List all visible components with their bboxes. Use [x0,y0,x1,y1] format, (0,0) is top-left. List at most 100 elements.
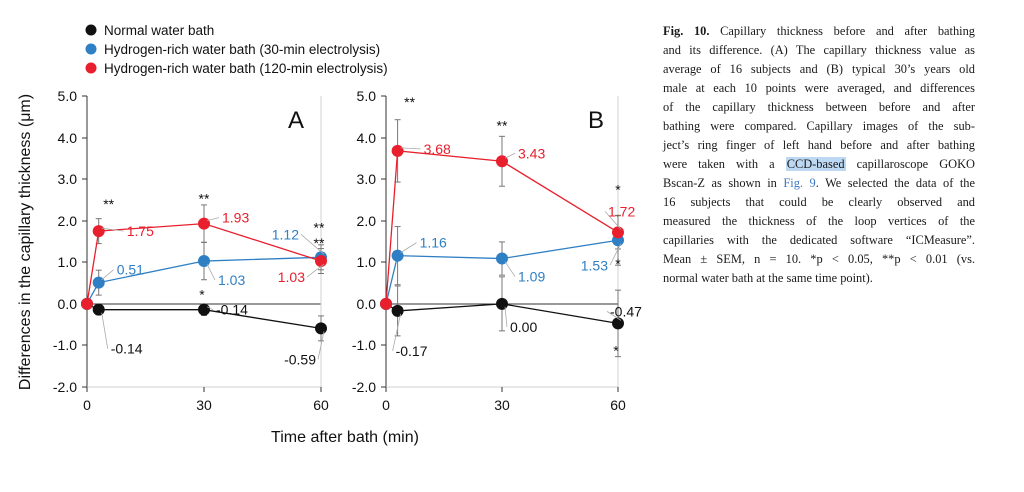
y-tick-label: 0.0 [58,296,78,312]
data-label: 1.53 [581,257,608,273]
caption-text: capillaroscope GOKO [845,157,976,171]
caption-line: measured the thickness of the loop verti… [663,214,975,228]
label-leader [101,312,109,349]
data-point [496,297,508,310]
data-point [612,226,624,239]
label-leader [306,263,325,278]
data-label: 1.16 [420,235,447,251]
significance-marker: ** [199,191,210,207]
y-tick-label: 3.0 [357,171,377,187]
figure-caption: Fig. 10. Capillary thickness before and … [663,22,975,288]
series-line [385,150,619,304]
panel-label-b: B [588,107,604,134]
x-tick-label: 0 [83,397,91,413]
y-tick-label: 5.0 [58,88,78,104]
series-line [86,222,322,304]
capillary-thickness-figure: Normal water bath Hydrogen-rich water ba… [17,23,642,446]
y-tick-label: -2.0 [53,379,77,395]
label-leader [504,261,516,277]
y-ticks-a: 5.0 4.0 3.0 2.0 1.0 0.0 -1.0 -2.0 [53,88,87,395]
label-leader [101,227,124,232]
x-tick-label: 30 [196,397,212,413]
data-label: 0.51 [117,262,144,278]
label-leader [392,313,401,352]
y-axis-title: Differences in the capillary thickness (… [17,94,34,390]
data-label: 1.09 [518,269,545,285]
label-leader [206,217,220,222]
caption-line: 16 subjects that could be clearly observ… [663,195,975,209]
y-tick-label: 1.0 [58,254,78,270]
significance-marker: ** [314,219,325,235]
significance-marker: * [615,255,621,271]
label-leader [206,306,214,311]
legend-marker-normal [85,24,97,36]
data-point [315,255,327,268]
y-tick-label: -1.0 [53,337,77,353]
data-label: 3.43 [518,145,545,161]
caption-fig-ref-link[interactable]: Fig. 9 [783,176,816,190]
caption-line: of the capillary thickness between befor… [663,100,975,114]
data-label: -0.17 [396,343,428,359]
caption-fig-label: Fig. 10. [663,24,710,38]
caption-text: were taken with a [663,157,786,171]
data-label: 3.68 [424,141,451,157]
label-leader [101,269,114,280]
label-leader [300,233,325,255]
data-label: -0.47 [610,303,642,319]
y-ticks-b: 5.0 4.0 3.0 2.0 1.0 0.0 -1.0 -2.0 [352,88,386,395]
y-tick-label: 1.0 [357,254,377,270]
y-tick-label: 2.0 [58,213,78,229]
data-point [81,297,93,310]
series-line [86,303,322,330]
label-leader [609,243,622,266]
caption-line: normal water bath at the same time point… [663,271,873,285]
label-leader [504,152,516,159]
x-axis-title: Time after bath (min) [271,429,419,446]
caption-text: . We selected the data of the [815,176,976,190]
data-point [315,322,327,335]
legend-label-h2-120: Hydrogen-rich water bath (120-min electr… [104,61,388,76]
caption-line: Mean ± SEM, n = 10. *p < 0.05, **p < 0.0… [663,252,975,266]
x-ticks-a: 0 30 60 [83,387,329,413]
significance-marker: ** [314,235,325,251]
caption-line: ject’s ring finger of left hand before a… [663,138,975,152]
label-leader [400,242,417,253]
label-leader [206,263,216,281]
y-tick-label: 4.0 [357,130,377,146]
y-tick-label: 0.0 [357,296,377,312]
series-line [86,256,322,305]
significance-marker: * [199,287,205,303]
data-label: 0.00 [510,319,537,335]
x-tick-label: 60 [313,397,329,413]
legend-label-normal: Normal water bath [104,23,214,38]
y-tick-label: -1.0 [352,337,376,353]
label-leader [606,311,622,321]
label-leader [400,147,421,150]
caption-line: and its difference. (A) The capillary th… [663,43,975,57]
series-line [385,239,619,305]
data-point [198,303,210,316]
legend-marker-h2-30 [85,43,97,55]
data-point [92,225,105,238]
marks-b: -0.170.00-0.47*1.161.091.53 *3.68**3.43**… [380,94,642,359]
label-leader [504,306,508,327]
x-tick-label: 0 [382,397,390,413]
data-label: 1.75 [127,223,154,239]
caption-line: bathing were compared. Capillary images … [663,119,975,133]
caption-line: male at each 10 points were averaged, an… [663,81,975,95]
significance-marker: ** [404,94,415,110]
data-label: -0.59 [284,351,316,367]
data-label: 1.03 [278,269,305,285]
data-point [391,304,404,317]
caption-text: Bscan-Z as shown in [663,176,784,190]
data-label: -0.14 [216,302,248,318]
label-leader [317,331,325,360]
legend-marker-h2-120 [85,62,97,74]
caption-line: Capillary thickness before and after bat… [709,24,976,38]
significance-marker: ** [497,117,508,133]
y-tick-label: 4.0 [58,130,78,146]
significance-marker: * [615,181,621,197]
data-label: 1.93 [222,210,249,226]
significance-marker: * [613,342,619,358]
y-tick-label: 2.0 [357,213,377,229]
